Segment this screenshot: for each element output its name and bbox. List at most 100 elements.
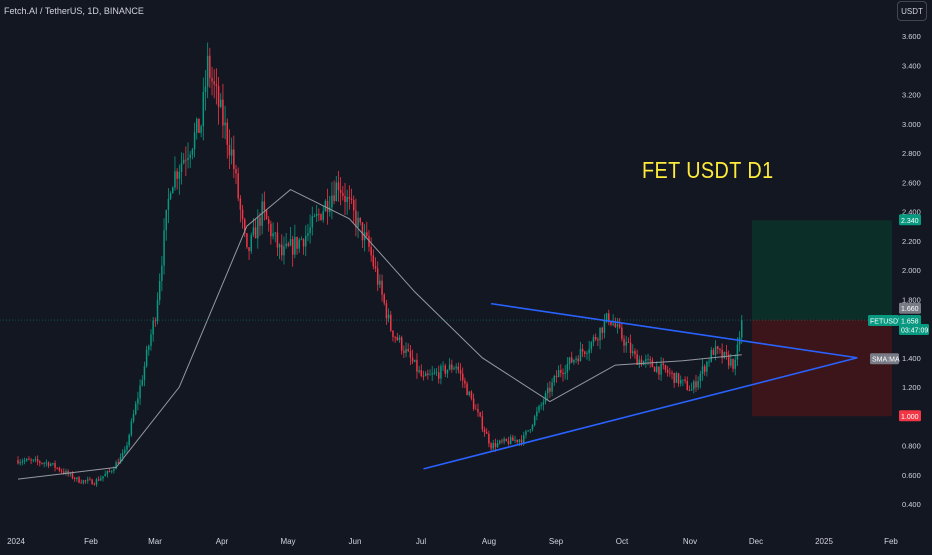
candle (193, 122, 196, 158)
price-tick-label: 3.200 (902, 91, 921, 100)
candle (291, 235, 294, 267)
time-scale[interactable]: 2024 Feb Mar Apr May Jun Jul Aug Sep Oct Nov Dec 202… (7, 537, 898, 546)
candle (41, 462, 43, 465)
currency-button[interactable]: USDT (897, 1, 927, 21)
candle (165, 209, 167, 241)
candle (723, 351, 726, 360)
loss-zone[interactable] (752, 319, 892, 417)
candle (215, 68, 218, 105)
candle (477, 403, 479, 417)
candle (392, 330, 394, 342)
candle (257, 209, 259, 249)
candle (632, 344, 634, 357)
candle (270, 220, 272, 245)
candle (102, 476, 104, 482)
candle (549, 381, 551, 399)
symbol-title[interactable]: Fetch.AI / TetherUS, 1D, BINANCE (4, 6, 144, 16)
candle (167, 188, 170, 224)
candle (514, 435, 516, 443)
candle (34, 456, 37, 463)
sma-line (17, 189, 742, 480)
candle (579, 341, 582, 362)
candle (466, 381, 468, 396)
candle (283, 236, 285, 265)
candle (448, 357, 451, 371)
candle (588, 340, 590, 362)
candle (616, 318, 619, 334)
candle (734, 354, 736, 376)
candle (453, 365, 455, 370)
candle (586, 350, 588, 360)
price-tick-label: 0.800 (902, 442, 921, 451)
candle (263, 191, 266, 221)
candle (381, 274, 383, 302)
candle (137, 391, 139, 411)
candle (198, 118, 200, 134)
candle (379, 274, 381, 289)
candle (610, 321, 612, 327)
candle (145, 345, 148, 368)
candle (645, 354, 647, 368)
candle (533, 414, 536, 427)
candle (296, 236, 298, 255)
candle (143, 361, 146, 387)
candle (581, 343, 584, 358)
candle (551, 378, 553, 397)
candle (156, 292, 159, 325)
candle (512, 434, 514, 441)
candle (485, 428, 488, 434)
candle (387, 308, 390, 323)
candle (104, 470, 106, 477)
candle (309, 214, 311, 244)
price-scale[interactable]: 3.600 3.400 3.200 3.000 2.800 2.600 2.400 2.200… (902, 32, 921, 509)
price-tick-label: 2.000 (902, 266, 921, 275)
candle (446, 369, 449, 379)
candle (178, 164, 181, 195)
time-tick-label: Nov (683, 537, 697, 546)
candle (396, 332, 399, 341)
candle (566, 357, 569, 380)
candle (219, 93, 222, 109)
candle (265, 208, 268, 220)
candle (461, 367, 464, 388)
time-tick-label: 2025 (815, 537, 833, 546)
candle (60, 468, 63, 474)
candle (148, 344, 150, 356)
profit-zone[interactable] (752, 220, 892, 320)
candle (708, 358, 710, 367)
candle (403, 345, 405, 359)
candle (224, 105, 226, 140)
candle (621, 323, 623, 342)
candle (352, 195, 355, 223)
candle (176, 168, 178, 190)
candle (315, 204, 318, 222)
candle (479, 411, 481, 418)
candle (320, 213, 322, 221)
trendline-lower[interactable] (423, 356, 858, 470)
candle (736, 337, 739, 366)
candlestick-series (17, 42, 743, 487)
candle (557, 365, 560, 378)
candle (337, 170, 340, 202)
candle (196, 117, 198, 140)
trendline-upper[interactable] (490, 302, 858, 359)
candle (536, 406, 538, 421)
candle (546, 382, 549, 400)
candle (228, 129, 231, 169)
candle (653, 366, 656, 372)
candle (370, 237, 372, 262)
entry-price-badge: 1.660 (899, 302, 921, 314)
candle (80, 479, 82, 484)
candle (560, 364, 562, 378)
candle (422, 370, 425, 381)
candle (542, 398, 545, 411)
candle (509, 434, 512, 445)
candle (281, 234, 283, 261)
candle (267, 216, 270, 232)
candle (719, 347, 721, 354)
candle (117, 458, 120, 464)
candle (65, 468, 67, 476)
candle (594, 333, 597, 342)
